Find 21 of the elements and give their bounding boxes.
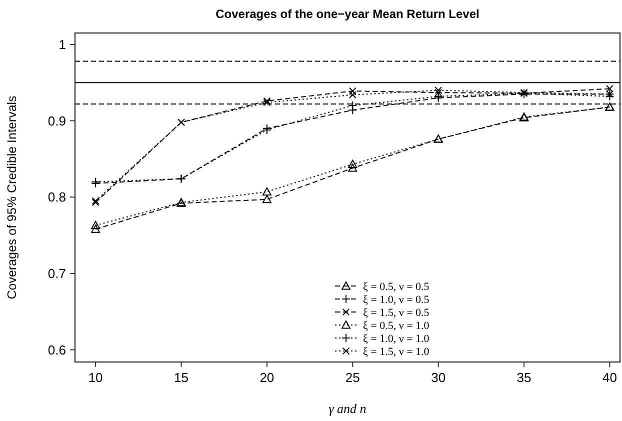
x-axis-title: γ and n [328,401,366,416]
x-tick-label: 10 [88,370,103,385]
legend-label: ξ = 0.5, ν = 1.0 [363,320,430,332]
y-tick-label: 0.8 [48,190,66,205]
legend-label: ξ = 1.5, ν = 0.5 [363,307,430,319]
x-tick-label: 35 [516,370,532,385]
y-tick-label: 0.9 [48,113,66,128]
chart-title: Coverages of the one−year Mean Return Level [216,7,480,21]
x-tick-label: 20 [260,370,274,385]
legend-label: ξ = 0.5, ν = 0.5 [363,281,430,293]
legend-label: ξ = 1.0, ν = 1.0 [363,333,430,345]
legend-label: ξ = 1.0, ν = 0.5 [363,294,430,306]
y-tick-label: 1 [58,36,66,52]
x-tick-label: 25 [345,370,360,385]
y-axis-title: Coverages of 95% Credible Intervals [5,96,19,300]
x-tick-label: 30 [431,370,446,385]
legend-label: ξ = 1.5, ν = 1.0 [363,346,430,358]
x-tick-label: 40 [602,370,617,385]
y-tick-label: 0.6 [48,342,66,358]
x-tick-label: 15 [174,370,188,385]
y-tick-label: 0.7 [48,266,66,281]
